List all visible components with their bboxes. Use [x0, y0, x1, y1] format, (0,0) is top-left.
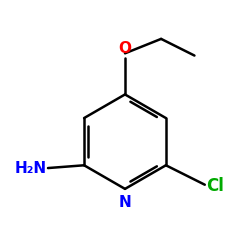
Text: Cl: Cl — [206, 177, 224, 195]
Text: N: N — [118, 195, 131, 210]
Text: O: O — [118, 40, 132, 56]
Text: H₂N: H₂N — [14, 160, 46, 176]
